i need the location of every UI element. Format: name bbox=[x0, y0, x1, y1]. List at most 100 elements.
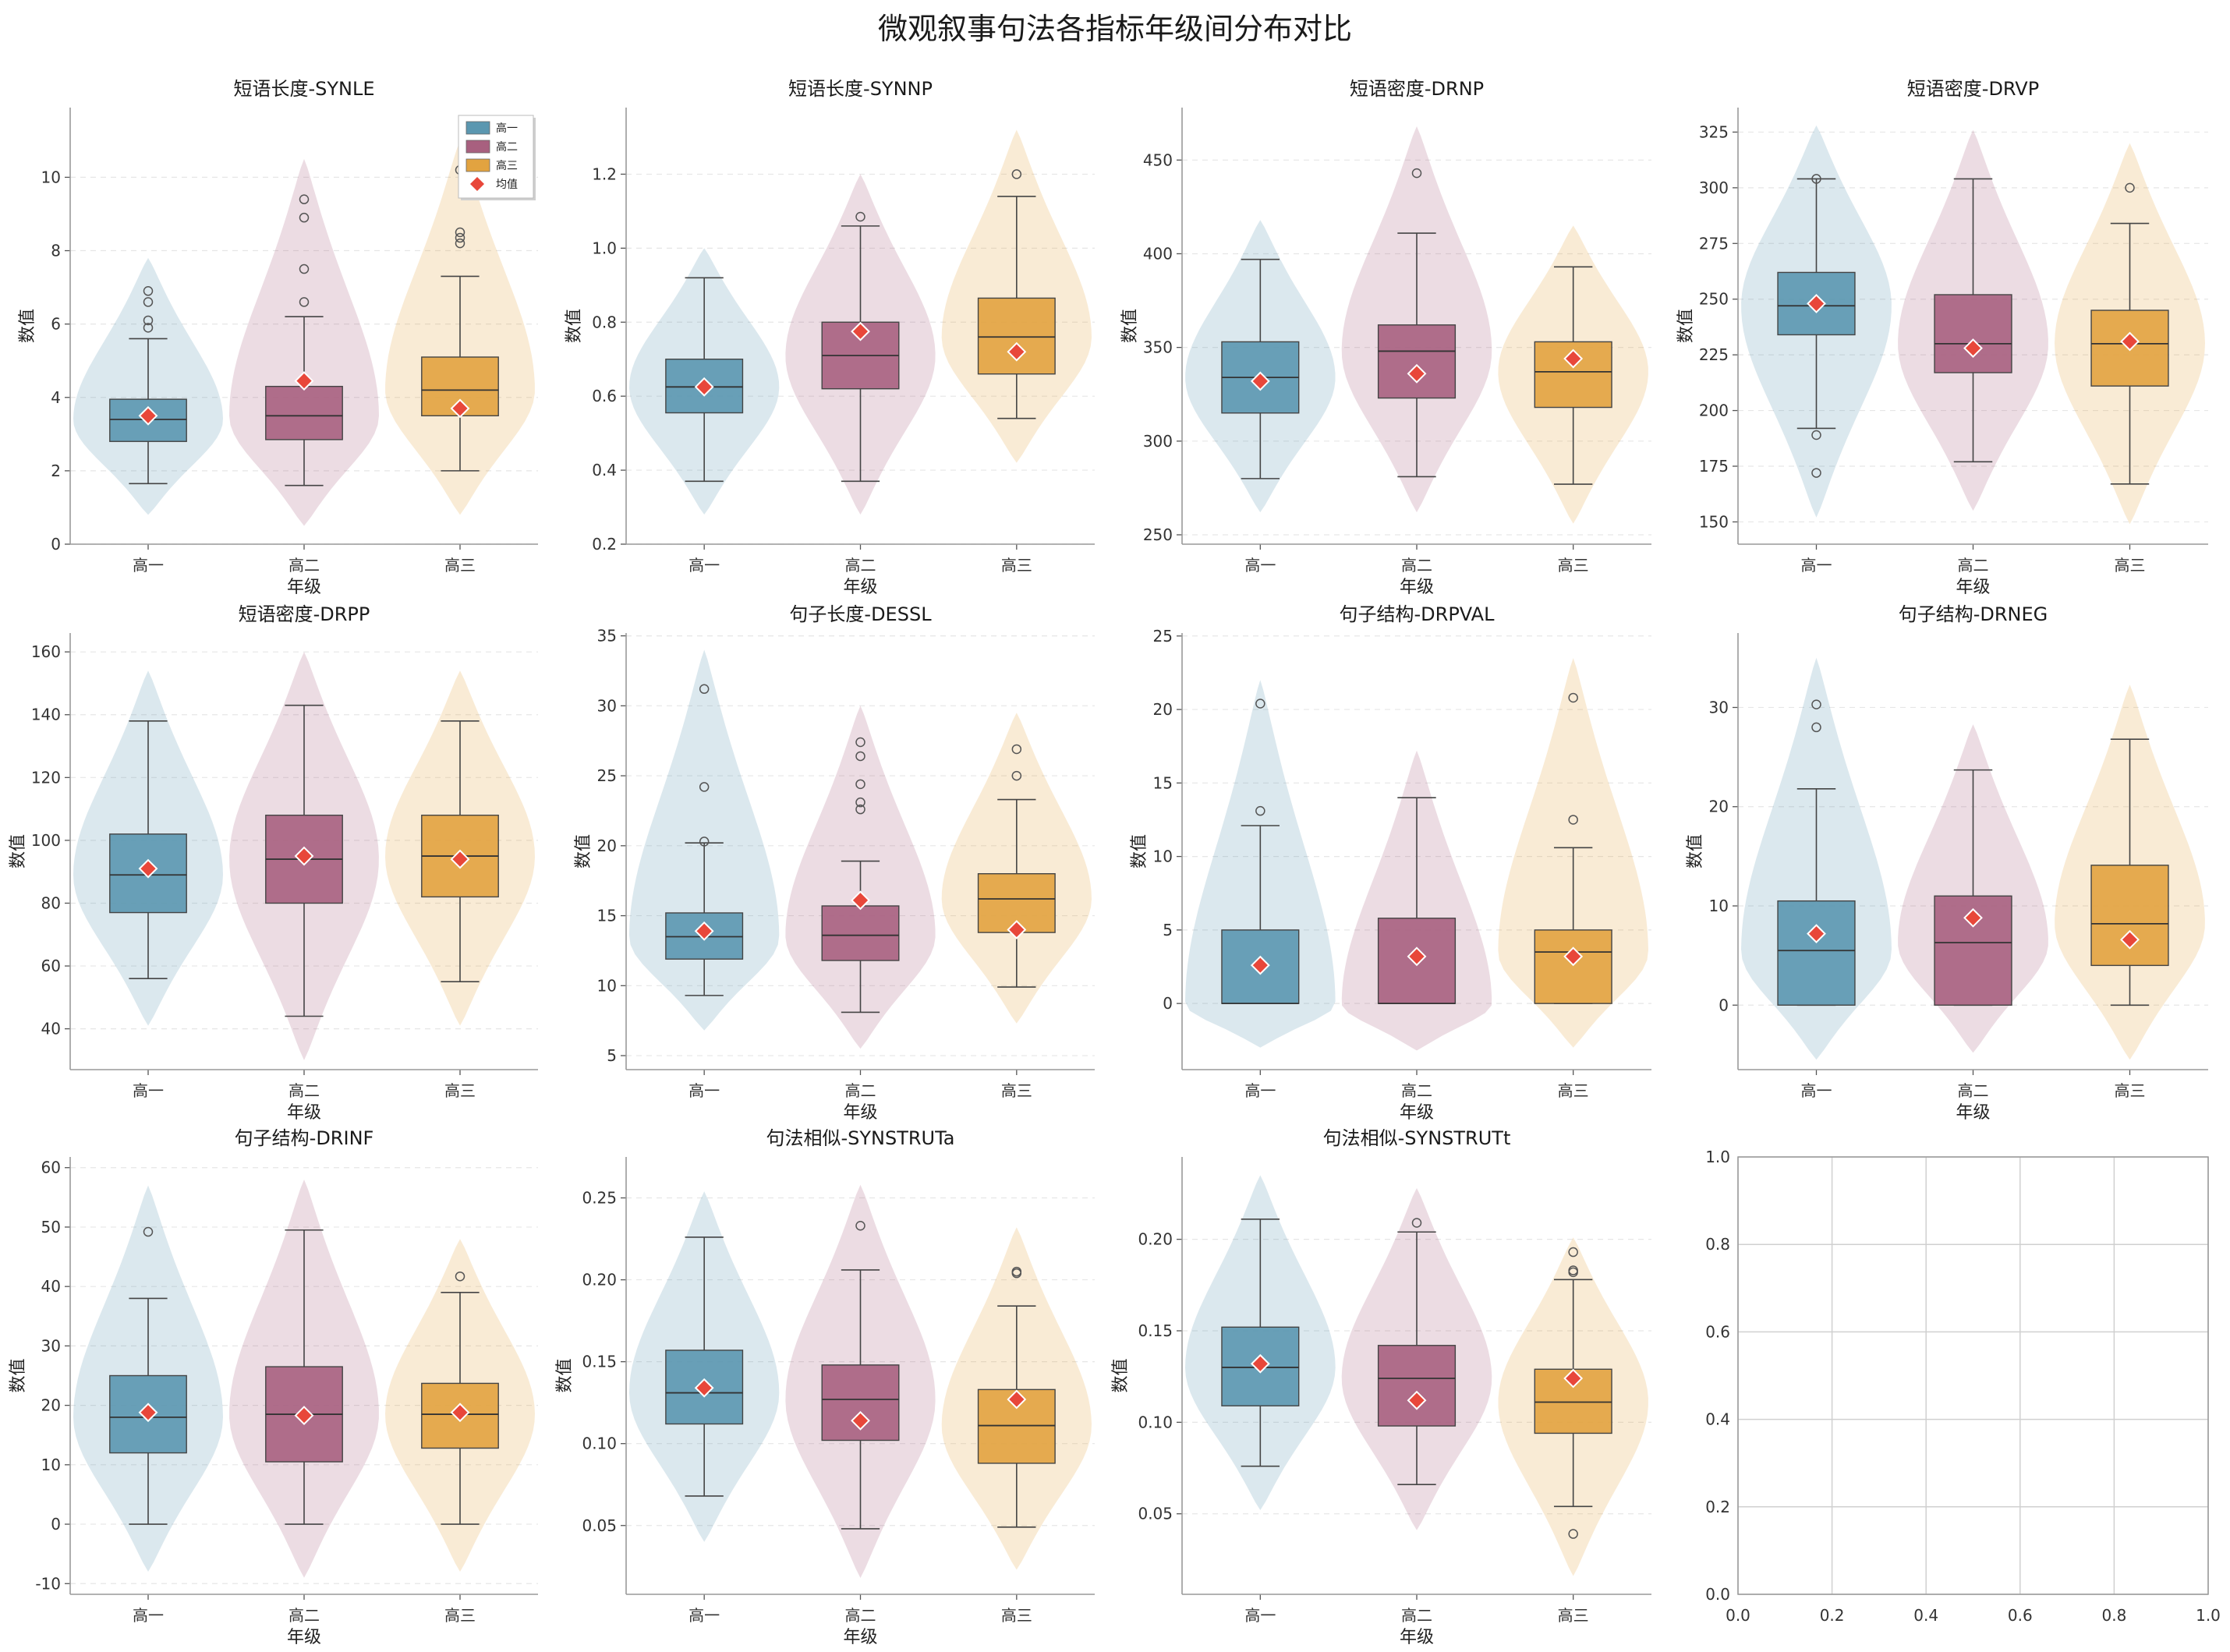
series-高二 bbox=[785, 706, 936, 1049]
outlier-point bbox=[455, 238, 465, 249]
y-tick-label: 6 bbox=[51, 315, 61, 334]
legend-label: 高一 bbox=[496, 122, 518, 135]
y-tick-label: 140 bbox=[31, 706, 61, 724]
x-tick-label: 高三 bbox=[1001, 1081, 1032, 1100]
outlier-point bbox=[1568, 1265, 1578, 1275]
y-tick-label: 0 bbox=[1163, 994, 1173, 1013]
y-tick-label: 0.4 bbox=[592, 461, 617, 479]
y-tick-label: 15 bbox=[1153, 773, 1173, 792]
chart-panel-7: 0 5 10 15 20 25 高一 高二 高三 句子结构-DRPVAL 年级 数值 bbox=[1130, 603, 1651, 1123]
y-tick-label: 0.2 bbox=[1705, 1498, 1730, 1516]
outlier-point bbox=[1255, 805, 1265, 816]
y-tick-label: 160 bbox=[31, 642, 61, 661]
outlier-point bbox=[1255, 699, 1265, 709]
y-tick-label: 325 bbox=[1699, 122, 1729, 141]
mean-marker bbox=[851, 1410, 870, 1431]
box bbox=[2090, 865, 2169, 967]
x-tick-label: 高一 bbox=[688, 1081, 720, 1100]
x-axis-label: 年级 bbox=[1400, 578, 1434, 597]
y-axis-label: 数值 bbox=[1686, 834, 1705, 868]
outlier-point bbox=[1568, 1529, 1578, 1539]
x-tick-label: 高一 bbox=[1801, 1081, 1832, 1100]
y-axis-label: 数值 bbox=[555, 1358, 575, 1392]
outlier-point bbox=[1011, 770, 1022, 781]
x-tick-label: 高二 bbox=[1401, 556, 1432, 575]
series-高一 bbox=[629, 649, 780, 1031]
x-tick-label: 高二 bbox=[1401, 1081, 1432, 1100]
y-tick-label: 0.0 bbox=[1705, 1585, 1730, 1604]
mean-marker bbox=[450, 849, 470, 869]
outlier-point bbox=[1568, 815, 1578, 825]
outlier-point bbox=[699, 684, 710, 695]
mean-marker bbox=[1807, 924, 1826, 944]
x-tick-label: 高三 bbox=[1558, 1606, 1589, 1625]
mean-marker bbox=[450, 398, 470, 419]
outlier-point bbox=[1011, 744, 1022, 755]
x-tick-label: 高一 bbox=[1244, 556, 1276, 575]
y-tick-label: 250 bbox=[1143, 525, 1173, 544]
y-tick-label: 0.25 bbox=[582, 1189, 617, 1208]
outlier-point bbox=[143, 315, 154, 326]
box bbox=[1377, 324, 1457, 399]
y-tick-label: -10 bbox=[35, 1574, 61, 1593]
y-tick-label: 250 bbox=[1699, 290, 1729, 309]
y-tick-label: 4 bbox=[51, 388, 61, 407]
y-tick-label: 0 bbox=[1719, 996, 1729, 1014]
x-tick-label: 高三 bbox=[2115, 1081, 2146, 1100]
series-高一 bbox=[73, 1185, 223, 1572]
y-tick-label: 120 bbox=[31, 768, 61, 787]
legend-swatch bbox=[465, 140, 490, 154]
series-高一 bbox=[629, 1191, 780, 1542]
legend-label: 均值 bbox=[496, 179, 518, 191]
outlier-point bbox=[855, 751, 865, 762]
outlier-point bbox=[143, 323, 154, 333]
panel-title: 短语长度-SYNNP bbox=[788, 78, 933, 100]
x-tick-label: 高三 bbox=[1001, 556, 1032, 575]
chart-panel-6: 5 10 15 20 25 30 35 高一 高二 高三 句子长度-DESSL 年级 数值 bbox=[574, 603, 1095, 1123]
x-axis-label: 年级 bbox=[843, 578, 877, 597]
outlier-point bbox=[855, 211, 865, 222]
mean-marker bbox=[138, 858, 158, 879]
mean-marker bbox=[1963, 907, 1983, 928]
y-axis-label: 数值 bbox=[9, 834, 28, 868]
x-tick-label: 0.8 bbox=[2101, 1606, 2126, 1625]
outlier-point bbox=[1568, 692, 1578, 703]
x-tick-label: 高二 bbox=[288, 1606, 320, 1625]
y-tick-label: 0.6 bbox=[592, 387, 617, 405]
outlier-point bbox=[1411, 1218, 1422, 1228]
x-tick-label: 高三 bbox=[1001, 1606, 1032, 1625]
x-tick-label: 高一 bbox=[688, 556, 720, 575]
outlier-point bbox=[1811, 174, 1821, 184]
chart-panel-9: -10 0 10 20 30 40 50 60 高一 高二 高三 句子结构-DRINF 年级 数值 bbox=[9, 1127, 538, 1647]
series-高二 bbox=[1898, 129, 2048, 511]
y-tick-label: 0 bbox=[51, 535, 61, 554]
series-高三 bbox=[941, 1227, 1092, 1570]
x-tick-label: 高一 bbox=[133, 1606, 164, 1625]
chart-panel-10: 0.05 0.10 0.15 0.20 0.25 高一 高二 高三 句法相似-SYNSTRUTa… bbox=[555, 1127, 1095, 1647]
outlier-point bbox=[1811, 722, 1821, 733]
x-tick-label: 高二 bbox=[288, 1081, 320, 1100]
x-axis-label: 年级 bbox=[287, 1628, 321, 1647]
box bbox=[977, 1388, 1056, 1464]
mean-marker bbox=[1407, 1390, 1427, 1410]
outlier-point bbox=[855, 797, 865, 808]
series-高二 bbox=[1341, 1187, 1492, 1530]
y-tick-label: 2 bbox=[51, 462, 61, 480]
panel-title: 短语密度-DRNP bbox=[1350, 78, 1484, 100]
y-tick-label: 0.10 bbox=[1138, 1413, 1173, 1431]
mean-marker bbox=[1250, 371, 1270, 391]
series-高一 bbox=[1185, 220, 1336, 513]
y-tick-label: 1.2 bbox=[592, 164, 617, 183]
x-tick-label: 高一 bbox=[133, 1081, 164, 1100]
series-高二 bbox=[785, 174, 936, 515]
x-tick-label: 高三 bbox=[444, 1081, 476, 1100]
chart-panel-8: 0 10 20 30 高一 高二 高三 句子结构-DRNEG 年级 数值 bbox=[1686, 603, 2208, 1123]
y-axis-label: 数值 bbox=[1676, 309, 1696, 343]
mean-marker bbox=[294, 1406, 314, 1425]
y-tick-label: 10 bbox=[41, 168, 61, 186]
x-tick-label: 0.2 bbox=[1820, 1606, 1845, 1625]
y-tick-label: 200 bbox=[1699, 402, 1729, 420]
